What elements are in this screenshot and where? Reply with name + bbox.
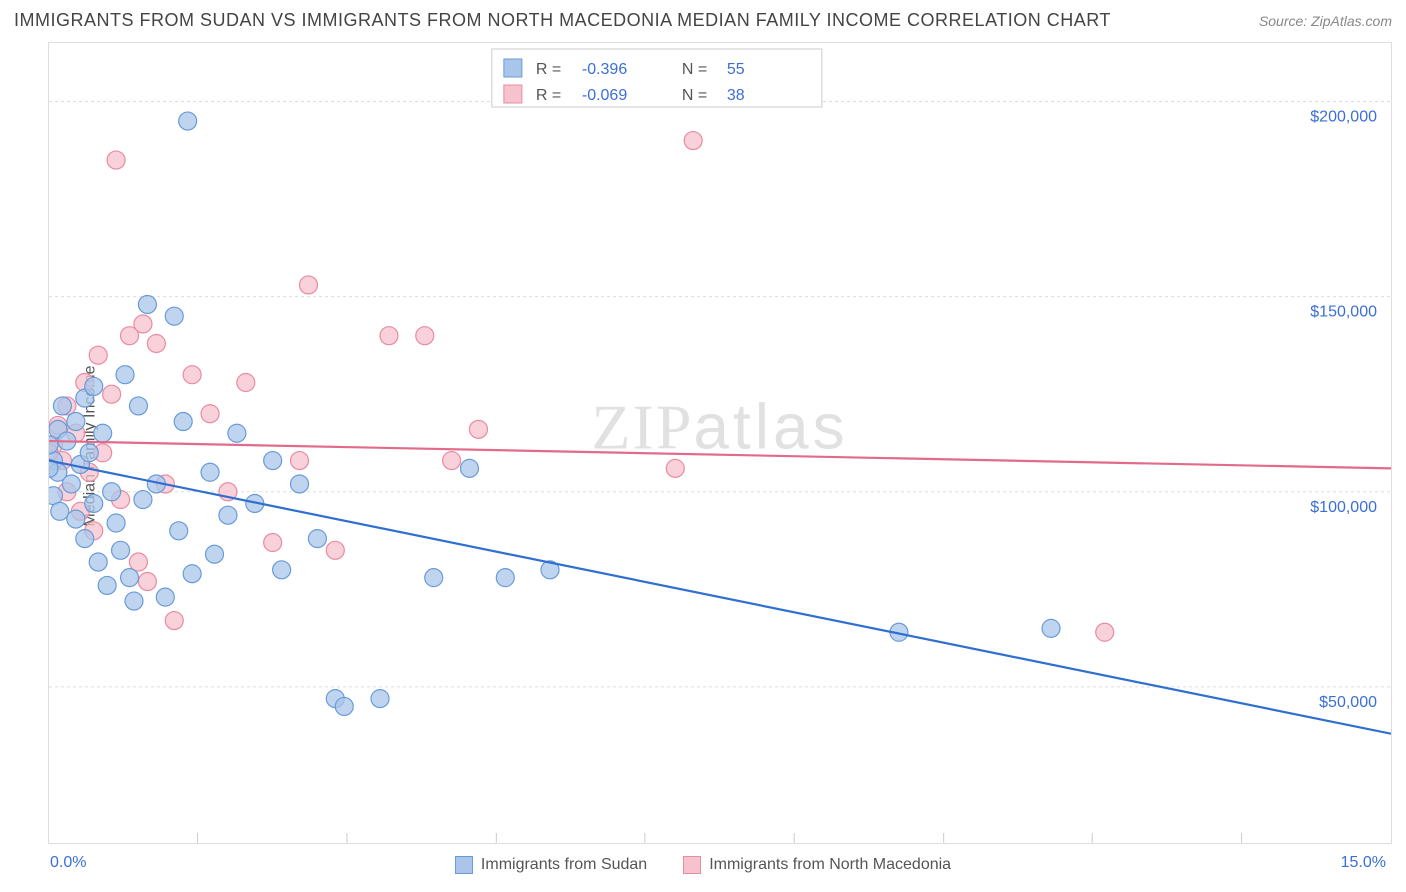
scatter-point [67, 413, 85, 431]
scatter-point [264, 534, 282, 552]
y-tick-label: $150,000 [1310, 304, 1377, 321]
stat-n-value: 55 [727, 61, 745, 78]
stat-n-label: N = [682, 87, 707, 104]
y-tick-label: $100,000 [1310, 499, 1377, 516]
scatter-point [67, 510, 85, 528]
scatter-point [326, 541, 344, 559]
chart-area: ZIPatlas $50,000$100,000$150,000$200,000… [48, 42, 1392, 844]
legend-label: Immigrants from North Macedonia [709, 856, 951, 874]
scatter-point [425, 569, 443, 587]
scatter-point [496, 569, 514, 587]
scatter-point [80, 444, 98, 462]
scatter-point [51, 502, 69, 520]
scatter-point [1096, 623, 1114, 641]
scatter-plot: $50,000 $100,000 $150,000 $200,000 R = -0.396… [49, 43, 1391, 843]
legend-swatch-icon [504, 85, 522, 103]
scatter-point [380, 327, 398, 345]
stat-r-label: R = [536, 87, 561, 104]
scatter-point [228, 424, 246, 442]
legend-swatch-icon [683, 856, 701, 874]
y-tick-label: $50,000 [1319, 694, 1377, 711]
scatter-point [94, 424, 112, 442]
scatter-point [129, 553, 147, 571]
scatter-point [291, 452, 309, 470]
chart-title: IMMIGRANTS FROM SUDAN VS IMMIGRANTS FROM… [14, 10, 1111, 31]
scatter-point [183, 366, 201, 384]
scatter-point [264, 452, 282, 470]
scatter-point [183, 565, 201, 583]
stat-n-value: 38 [727, 87, 745, 104]
scatter-point [371, 690, 389, 708]
scatter-point [170, 522, 188, 540]
scatter-point [299, 276, 317, 294]
scatter-point [443, 452, 461, 470]
scatter-point [85, 494, 103, 512]
scatter-point [53, 397, 71, 415]
scatter-point [201, 463, 219, 481]
trend-line [49, 441, 1391, 468]
scatter-point [125, 592, 143, 610]
scatter-point [134, 491, 152, 509]
scatter-point [291, 475, 309, 493]
stat-n-label: N = [682, 61, 707, 78]
scatter-point [76, 530, 94, 548]
scatter-point [469, 420, 487, 438]
scatter-point [1042, 619, 1060, 637]
scatter-point [107, 514, 125, 532]
scatter-point [666, 459, 684, 477]
scatter-point [684, 132, 702, 150]
source-label: Source: ZipAtlas.com [1259, 13, 1392, 29]
scatter-point [85, 377, 103, 395]
legend-label: Immigrants from Sudan [481, 856, 647, 874]
scatter-point [201, 405, 219, 423]
legend-item-series1: Immigrants from Sudan [455, 856, 647, 874]
scatter-point [103, 483, 121, 501]
scatter-point [156, 588, 174, 606]
scatter-point [165, 612, 183, 630]
scatter-point [107, 151, 125, 169]
stat-r-value: -0.396 [582, 61, 627, 78]
scatter-point [138, 573, 156, 591]
scatter-point [179, 112, 197, 130]
scatter-point [206, 545, 224, 563]
bottom-legend: Immigrants from Sudan Immigrants from No… [0, 856, 1406, 874]
scatter-point [134, 315, 152, 333]
legend-item-series2: Immigrants from North Macedonia [683, 856, 951, 874]
scatter-point [121, 569, 139, 587]
scatter-point [460, 459, 478, 477]
scatter-point [237, 374, 255, 392]
scatter-point [89, 553, 107, 571]
y-tick-label: $200,000 [1310, 109, 1377, 126]
scatter-point [219, 506, 237, 524]
scatter-point [335, 697, 353, 715]
stat-r-label: R = [536, 61, 561, 78]
scatter-point [138, 295, 156, 313]
scatter-point [416, 327, 434, 345]
scatter-point [89, 346, 107, 364]
scatter-point [116, 366, 134, 384]
legend-swatch-icon [504, 59, 522, 77]
scatter-point [273, 561, 291, 579]
stat-r-value: -0.069 [582, 87, 627, 104]
scatter-point [98, 576, 116, 594]
scatter-point [147, 334, 165, 352]
trend-line [49, 461, 1391, 734]
scatter-point [308, 530, 326, 548]
scatter-point [112, 541, 130, 559]
legend-swatch-icon [455, 856, 473, 874]
scatter-point [129, 397, 147, 415]
scatter-point [62, 475, 80, 493]
scatter-point [103, 385, 121, 403]
scatter-point [165, 307, 183, 325]
scatter-point [174, 413, 192, 431]
